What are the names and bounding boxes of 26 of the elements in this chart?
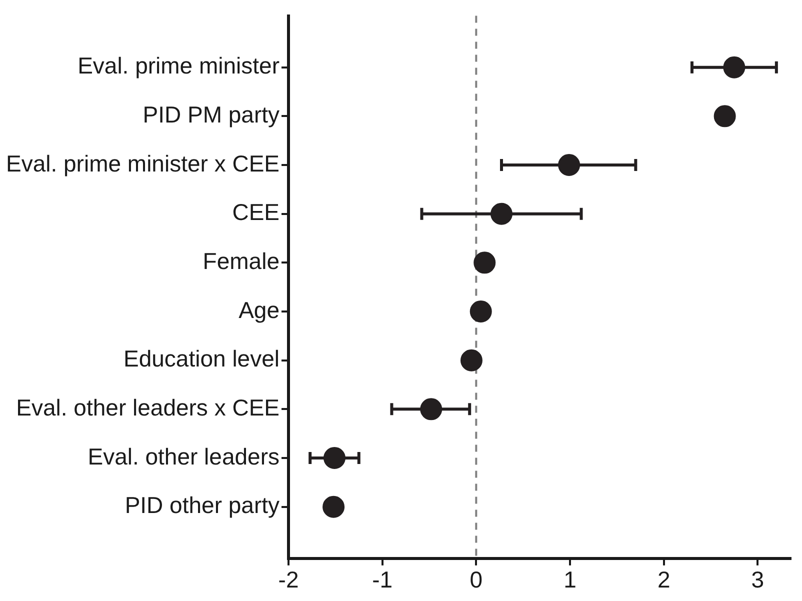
point: [490, 202, 512, 225]
point: [460, 349, 482, 372]
point: [420, 398, 442, 420]
y-tick-label: Female: [202, 248, 280, 274]
x-tick-label: -1: [372, 566, 393, 593]
y-tick-label: Eval. other leaders x CEE: [16, 394, 280, 421]
point: [714, 105, 736, 128]
x-tick-label: 1: [564, 566, 576, 593]
point: [323, 447, 346, 470]
y-tick-label: Eval. other leaders: [88, 443, 280, 470]
y-tick-label: Eval. prime minister x CEE: [6, 150, 280, 176]
x-tick-label: 2: [657, 566, 670, 593]
y-tick-label: Age: [238, 296, 280, 323]
point: [470, 300, 492, 323]
y-tick-label: PID other party: [124, 492, 280, 518]
x-tick-label: 3: [751, 566, 764, 593]
point: [474, 252, 496, 274]
x-tick-label: -2: [278, 566, 299, 593]
x-tick-label: 0: [470, 566, 483, 593]
point: [322, 496, 345, 518]
point: [558, 154, 580, 176]
point: [723, 56, 746, 78]
y-tick-label: Education level: [124, 346, 280, 372]
y-tick-label: CEE: [232, 199, 280, 226]
y-tick-label: PID PM party: [142, 102, 280, 128]
y-tick-label: Eval. prime minister: [78, 52, 280, 79]
